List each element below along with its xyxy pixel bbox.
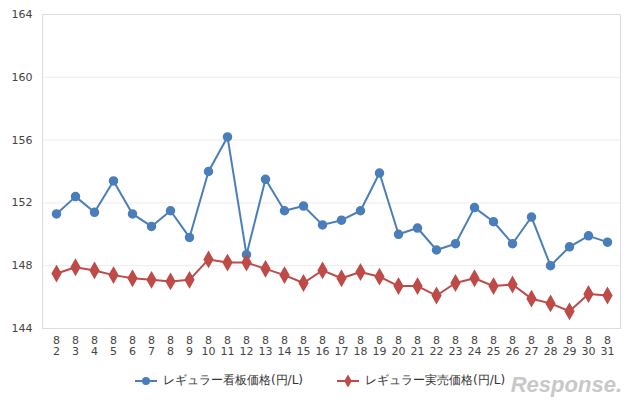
svg-text:810: 810 <box>202 334 216 358</box>
html-text:レギュラー看板価格(円/L): レギュラー看板価格(円/L) <box>162 373 303 387</box>
svg-text:829: 829 <box>563 334 577 358</box>
svg-text:811: 811 <box>221 334 235 358</box>
svg-text:827: 827 <box>525 334 539 358</box>
svg-text:830: 830 <box>582 334 596 358</box>
svg-text:87: 87 <box>148 334 155 358</box>
svg-text:828: 828 <box>544 334 558 358</box>
svg-text:83: 83 <box>72 334 79 358</box>
svg-text:88: 88 <box>167 334 174 358</box>
svg-text:160: 160 <box>12 71 33 84</box>
svg-text:825: 825 <box>487 334 501 358</box>
svg-text:164: 164 <box>12 8 33 21</box>
svg-text:84: 84 <box>91 334 98 358</box>
svg-text:82: 82 <box>53 334 60 358</box>
svg-text:821: 821 <box>411 334 425 358</box>
svg-text:831: 831 <box>601 334 615 358</box>
svg-text:823: 823 <box>449 334 463 358</box>
svg-text:86: 86 <box>129 334 136 358</box>
svg-text:813: 813 <box>259 334 273 358</box>
svg-text:820: 820 <box>392 334 406 358</box>
svg-text:817: 817 <box>335 334 349 358</box>
svg-text:152: 152 <box>12 196 33 209</box>
svg-text:148: 148 <box>12 259 33 272</box>
svg-text:144: 144 <box>12 322 33 335</box>
svg-text:816: 816 <box>316 334 330 358</box>
svg-text:156: 156 <box>12 134 33 147</box>
svg-text:814: 814 <box>278 334 292 358</box>
svg-text:826: 826 <box>506 334 520 358</box>
svg-text:812: 812 <box>240 334 254 358</box>
svg-text:815: 815 <box>297 334 311 358</box>
svg-text:89: 89 <box>186 334 193 358</box>
svg-text:818: 818 <box>354 334 368 358</box>
svg-text:822: 822 <box>430 334 444 358</box>
html-text:レギュラー実売価格(円/L) Response.: レギュラー実売価格(円/L) Response. <box>365 372 622 397</box>
svg-text:819: 819 <box>373 334 387 358</box>
svg-text:85: 85 <box>110 334 117 358</box>
svg-text:824: 824 <box>468 334 482 358</box>
